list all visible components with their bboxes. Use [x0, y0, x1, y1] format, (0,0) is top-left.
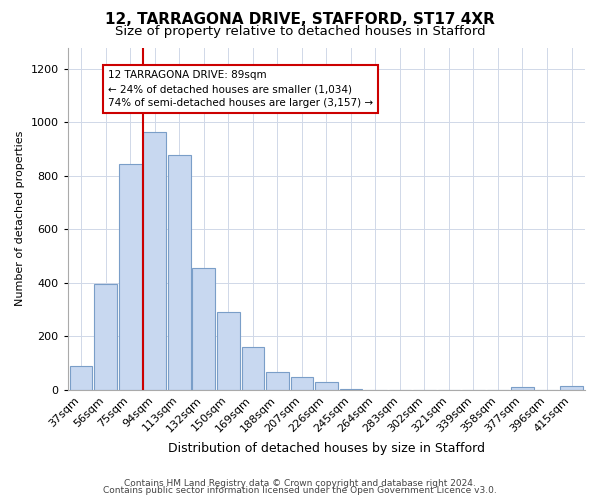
Bar [560, 386, 583, 390]
Bar [266, 372, 289, 390]
Text: 12 TARRAGONA DRIVE: 89sqm
← 24% of detached houses are smaller (1,034)
74% of se: 12 TARRAGONA DRIVE: 89sqm ← 24% of detac… [108, 70, 373, 108]
Y-axis label: Number of detached properties: Number of detached properties [15, 131, 25, 306]
Text: 12, TARRAGONA DRIVE, STAFFORD, ST17 4XR: 12, TARRAGONA DRIVE, STAFFORD, ST17 4XR [105, 12, 495, 28]
Bar [511, 387, 534, 390]
Bar [94, 284, 117, 390]
Bar [290, 376, 313, 390]
Text: Size of property relative to detached houses in Stafford: Size of property relative to detached ho… [115, 25, 485, 38]
Bar [119, 164, 142, 390]
Bar [340, 388, 362, 390]
Bar [70, 366, 92, 390]
Text: Contains public sector information licensed under the Open Government Licence v3: Contains public sector information licen… [103, 486, 497, 495]
X-axis label: Distribution of detached houses by size in Stafford: Distribution of detached houses by size … [168, 442, 485, 455]
Bar [168, 154, 191, 390]
Bar [193, 268, 215, 390]
Bar [315, 382, 338, 390]
Bar [242, 347, 264, 390]
Text: Contains HM Land Registry data © Crown copyright and database right 2024.: Contains HM Land Registry data © Crown c… [124, 478, 476, 488]
Bar [143, 132, 166, 390]
Bar [217, 312, 239, 390]
